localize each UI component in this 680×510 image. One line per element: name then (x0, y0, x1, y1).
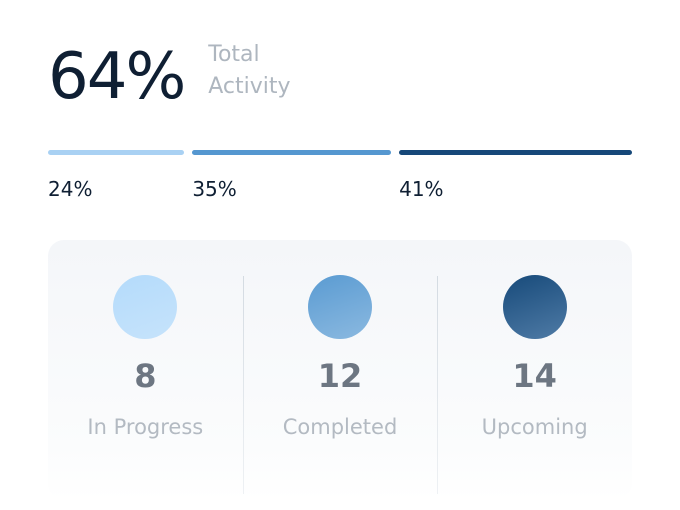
stat-icon (113, 275, 178, 339)
total-label: Total Activity (208, 42, 291, 99)
header: 64% Total Activity (48, 40, 308, 114)
segment-bar (399, 150, 632, 155)
segment-bar (48, 150, 185, 155)
segment-label: 35% (192, 177, 237, 201)
segment-bar (192, 150, 392, 155)
stat-label: Upcoming (481, 415, 588, 439)
stat: 8 In Progress (48, 240, 243, 500)
progress-bar: 24% 35% 41% (48, 150, 632, 201)
segment: 41% (399, 150, 632, 201)
stat-value: 8 (134, 357, 157, 395)
stat: 12 Completed (242, 240, 438, 500)
segment-label: 24% (48, 177, 93, 201)
stat-label: In Progress (87, 415, 204, 439)
segment: 24% (48, 150, 185, 201)
stat: 14 Upcoming (437, 240, 632, 500)
stat-value: 14 (512, 357, 557, 395)
stat-icon (502, 275, 567, 339)
stat-icon (308, 275, 372, 339)
segment: 35% (192, 150, 392, 201)
total-value: 64% (48, 40, 186, 114)
stats-card: 8 In Progress 12 Completed 14 Upcoming (48, 240, 632, 500)
stat-label: Completed (282, 415, 398, 439)
segment-label: 41% (399, 177, 444, 201)
stat-value: 12 (317, 357, 363, 395)
